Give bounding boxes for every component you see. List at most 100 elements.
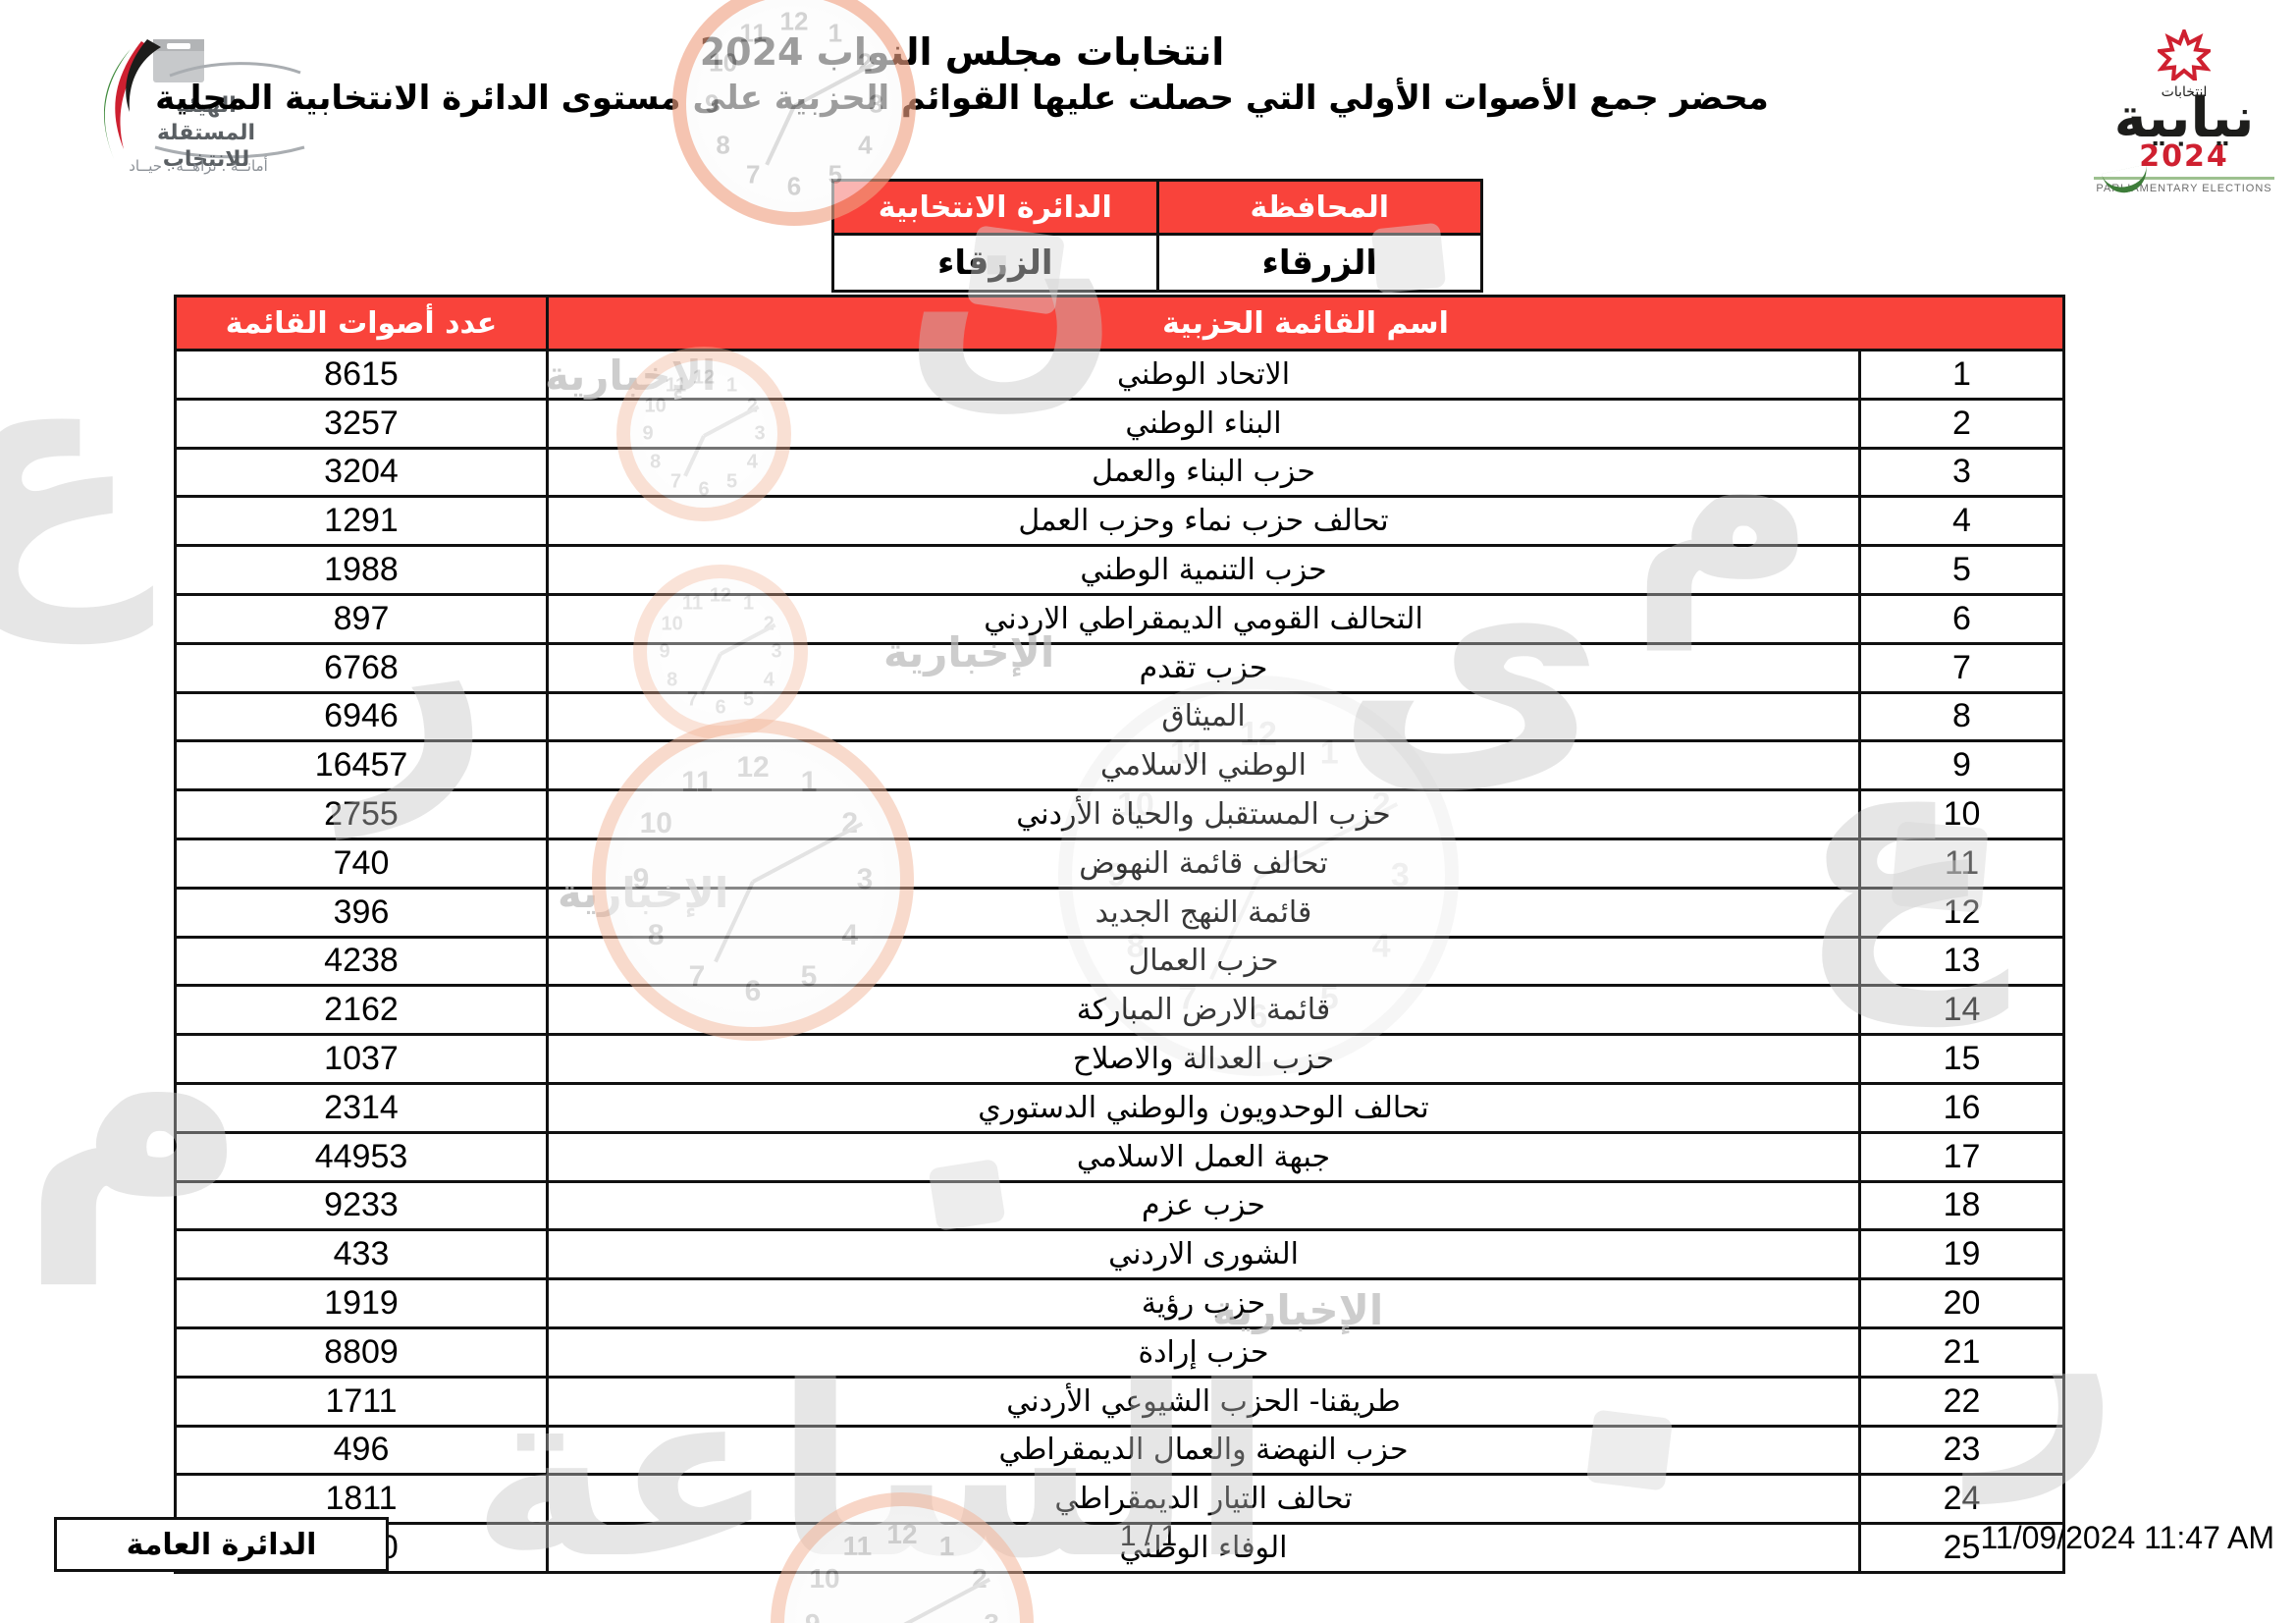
votes-cell: 433: [177, 1231, 549, 1278]
list-name-column-header: اسم القائمة الحزبية: [549, 298, 2062, 349]
votes-cell: 16457: [177, 742, 549, 789]
row-number-cell: 3: [1952, 453, 1971, 491]
watermark-glyph: ع: [0, 299, 142, 642]
party-name-cell: حزب العدالة والاصلاح: [549, 1036, 1861, 1082]
table-row: 3204 حزب البناء والعمل 3: [177, 446, 2062, 496]
table-row: 897 التحالف القومي الديمقراطي الاردني 6: [177, 592, 2062, 642]
green-divider: [2094, 177, 2274, 181]
row-number-cell: 14: [1943, 991, 1981, 1029]
votes-cell: 2162: [177, 987, 549, 1034]
niyabiya-caption: PARLIAMENTARY ELECTIONS: [2096, 183, 2272, 195]
votes-cell: 6768: [177, 644, 549, 691]
row-number-cell: 10: [1943, 795, 1981, 834]
table-row: 1037 حزب العدالة والاصلاح 15: [177, 1033, 2062, 1082]
party-name-cell: الوفاء الوطني: [549, 1525, 1861, 1571]
votes-cell: 1711: [177, 1378, 549, 1425]
row-number-cell: 1: [1952, 354, 1971, 393]
party-name-cell: حزب عزم: [549, 1182, 1861, 1229]
votes-column-header: عدد أصوات القائمة: [177, 298, 549, 349]
party-name-cell: تحالف قائمة النهوض: [549, 839, 1861, 887]
general-district-label: الدائرة العامة: [54, 1517, 389, 1572]
ballot-box-icon: [153, 39, 204, 82]
party-name-cell: طريقنا- الحزب الشيوعي الأردني: [549, 1378, 1861, 1425]
table-row: 1291 تحالف حزب نماء وحزب العمل 4: [177, 495, 2062, 545]
table-row: 8615 الاتحاد الوطني 1: [177, 349, 2062, 398]
votes-cell: 44953: [177, 1133, 549, 1180]
table-row: 496 حزب النهضة والعمال الديمقراطي 23: [177, 1424, 2062, 1474]
governorate-value: الزرقاء: [1158, 233, 1480, 290]
row-number-cell: 8: [1952, 697, 1971, 735]
votes-cell: 9233: [177, 1182, 549, 1229]
party-name-cell: البناء الوطني: [549, 400, 1861, 447]
row-number-cell: 22: [1943, 1381, 1981, 1420]
niyabiya-small-word: انتخابات: [2161, 84, 2208, 100]
row-number-cell: 23: [1943, 1431, 1981, 1469]
votes-cell: 396: [177, 889, 549, 936]
table-row: 6768 حزب تقدم 7: [177, 641, 2062, 691]
row-number-cell: 13: [1943, 942, 1981, 980]
party-name-cell: قائمة الارض المباركة: [549, 987, 1861, 1034]
party-name-cell: تحالف التيار الديمقراطي: [549, 1476, 1861, 1523]
page-subtitle: محضر جمع الأصوات الأولي التي حصلت عليها …: [155, 78, 1769, 118]
votes-cell: 8615: [177, 352, 549, 398]
table-row: 1988 حزب التنمية الوطني 5: [177, 544, 2062, 593]
party-name-cell: الميثاق: [549, 693, 1861, 740]
votes-cell: 3257: [177, 400, 549, 447]
row-number-cell: 16: [1943, 1088, 1981, 1126]
niyabiya-2024-logo: انتخابات نيابية 2024 PARLIAMENTARY ELECT…: [2086, 26, 2282, 197]
party-name-cell: حزب إرادة: [549, 1328, 1861, 1376]
party-name-cell: حزب العمال: [549, 938, 1861, 985]
votes-cell: 740: [177, 839, 549, 887]
row-number-cell: 25: [1943, 1529, 1981, 1567]
votes-cell: 6946: [177, 693, 549, 740]
district-header: الدائرة الانتخابية: [834, 182, 1159, 233]
table-row: 1919 حزب رؤية 20: [177, 1277, 2062, 1326]
table-row: 2314 تحالف الوحدويون والوطني الدستوري 16: [177, 1081, 2062, 1131]
table-row: 9233 حزب عزم 18: [177, 1179, 2062, 1229]
row-number-cell: 21: [1943, 1332, 1981, 1371]
row-number-cell: 11: [1944, 843, 1980, 882]
table-row: 740 تحالف قائمة النهوض 11: [177, 837, 2062, 887]
votes-cell: 897: [177, 595, 549, 642]
iec-org-name: الهيئة المستقلة للانتخاب: [156, 93, 256, 172]
votes-cell: 3204: [177, 449, 549, 496]
votes-cell: 1037: [177, 1036, 549, 1082]
party-name-cell: تحالف الوحدويون والوطني الدستوري: [549, 1084, 1861, 1131]
table-row: 433 الشورى الاردني 19: [177, 1228, 2062, 1278]
row-number-cell: 9: [1952, 746, 1971, 784]
row-number-cell: 6: [1952, 599, 1971, 637]
party-name-cell: الوطني الاسلامي: [549, 742, 1861, 789]
votes-cell: 1919: [177, 1280, 549, 1326]
district-value: الزرقاء: [834, 233, 1159, 290]
table-row: 2162 قائمة الارض المباركة 14: [177, 984, 2062, 1034]
jordan-star-icon: [2155, 26, 2214, 84]
party-name-cell: حزب رؤية: [549, 1280, 1861, 1326]
party-name-cell: حزب البناء والعمل: [549, 449, 1861, 496]
results-header-row: عدد أصوات القائمة اسم القائمة الحزبية: [177, 298, 2062, 349]
print-timestamp: 11/09/2024 11:47 AM: [1980, 1520, 2275, 1555]
niyabiya-year: 2024: [2139, 139, 2229, 175]
row-number-cell: 19: [1943, 1235, 1981, 1273]
governorate-header: المحافظة: [1158, 182, 1480, 233]
table-row: 396 قائمة النهج الجديد 12: [177, 886, 2062, 936]
table-row: 1811 تحالف التيار الديمقراطي 24: [177, 1473, 2062, 1523]
votes-cell: 4238: [177, 938, 549, 985]
votes-cell: 1811: [177, 1476, 549, 1523]
row-number-cell: 18: [1943, 1186, 1981, 1224]
iec-tagline: أمانــة . نزاهــة . حيــاد: [129, 157, 268, 175]
votes-cell: 496: [177, 1427, 549, 1474]
votes-cell: 8809: [177, 1328, 549, 1376]
results-table: عدد أصوات القائمة اسم القائمة الحزبية 86…: [174, 295, 2065, 1574]
row-number-cell: 17: [1943, 1137, 1981, 1175]
table-row: 3257 البناء الوطني 2: [177, 397, 2062, 447]
party-name-cell: قائمة النهج الجديد: [549, 889, 1861, 936]
row-number-cell: 20: [1943, 1284, 1981, 1323]
table-row: 6946 الميثاق 8: [177, 690, 2062, 740]
party-name-cell: الشورى الاردني: [549, 1231, 1861, 1278]
party-name-cell: حزب التنمية الوطني: [549, 547, 1861, 593]
party-name-cell: حزب النهضة والعمال الديمقراطي: [549, 1427, 1861, 1474]
iec-logo: الهيئة المستقلة للانتخاب أمانــة . نزاهـ…: [37, 22, 312, 193]
table-row: 2755 حزب المستقبل والحياة الأردني 10: [177, 788, 2062, 838]
votes-cell: 2314: [177, 1084, 549, 1131]
